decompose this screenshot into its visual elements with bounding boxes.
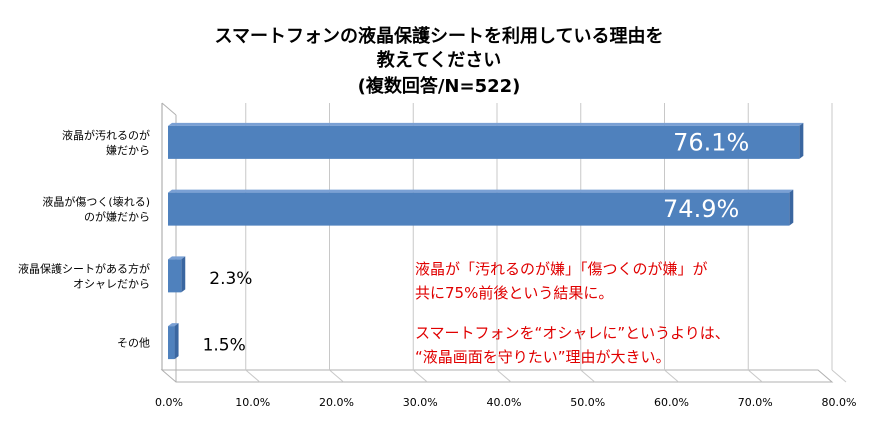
x-tick-label: 20.0% xyxy=(319,396,354,409)
annotation-line-2: 共に75%前後という結果に。 xyxy=(415,284,614,302)
gridline-depth xyxy=(329,369,344,383)
bar xyxy=(168,125,800,159)
chart-title-line-3: (複数回答/N=522) xyxy=(357,76,521,97)
y-axis-top-edge xyxy=(161,102,177,116)
bar xyxy=(168,192,790,226)
gridline-depth xyxy=(496,369,512,383)
bar-end-face xyxy=(181,256,186,293)
bar-top-face xyxy=(168,323,179,327)
category-label: 液晶が傷つく(壊れる) xyxy=(42,195,150,209)
bar xyxy=(168,326,175,360)
chart-title-line-2: 教えてください xyxy=(376,50,502,71)
x-tick-label: 80.0% xyxy=(822,396,857,409)
gridline-depth xyxy=(831,369,847,383)
bar-top-face xyxy=(168,122,804,126)
chart-title-line-1: スマートフォンの液晶保護シートを利用している理由を xyxy=(214,26,664,47)
category-label: のが嫌だから xyxy=(84,210,150,224)
data-label: 74.9% xyxy=(663,195,739,223)
x-tick-label: 30.0% xyxy=(403,396,438,409)
annotation-line-1: 液晶が「汚れるのが嫌」「傷つくのが嫌」が xyxy=(415,260,708,278)
chart-floor xyxy=(160,369,834,383)
bar-end-face xyxy=(799,122,804,159)
bar-end-face xyxy=(789,189,794,226)
annotation-line-3: スマートフォンを“オシャレに”というよりは、 xyxy=(415,324,730,342)
gridline-depth xyxy=(245,369,261,383)
x-tick-label: 0.0% xyxy=(155,396,183,409)
x-tick-label: 40.0% xyxy=(487,396,522,409)
x-tick-label: 10.0% xyxy=(235,396,270,409)
data-label: 76.1% xyxy=(673,128,749,156)
gridline-depth xyxy=(664,369,679,383)
bar-top-face xyxy=(168,189,794,193)
category-label: 液晶が汚れるのが xyxy=(62,128,150,142)
data-label: 2.3% xyxy=(209,269,252,289)
x-tick-label: 60.0% xyxy=(654,396,689,409)
bar xyxy=(168,259,182,293)
x-tick-label: 50.0% xyxy=(570,396,605,409)
data-label: 1.5% xyxy=(203,336,246,356)
gridline-depth xyxy=(747,369,763,383)
category-label: その他 xyxy=(117,337,150,350)
x-tick-label: 70.0% xyxy=(738,396,773,409)
bar-top-face xyxy=(168,256,186,260)
category-label: オシャレだから xyxy=(73,277,150,290)
bar-end-face xyxy=(174,323,179,360)
category-label: 嫌だから xyxy=(106,143,150,157)
annotation-line-4: “液晶画面を守りたい”理由が大きい。 xyxy=(415,348,671,366)
gridline-depth xyxy=(580,369,596,383)
category-label: 液晶保護シートがある方が xyxy=(18,261,150,275)
gridline-depth xyxy=(412,369,428,383)
